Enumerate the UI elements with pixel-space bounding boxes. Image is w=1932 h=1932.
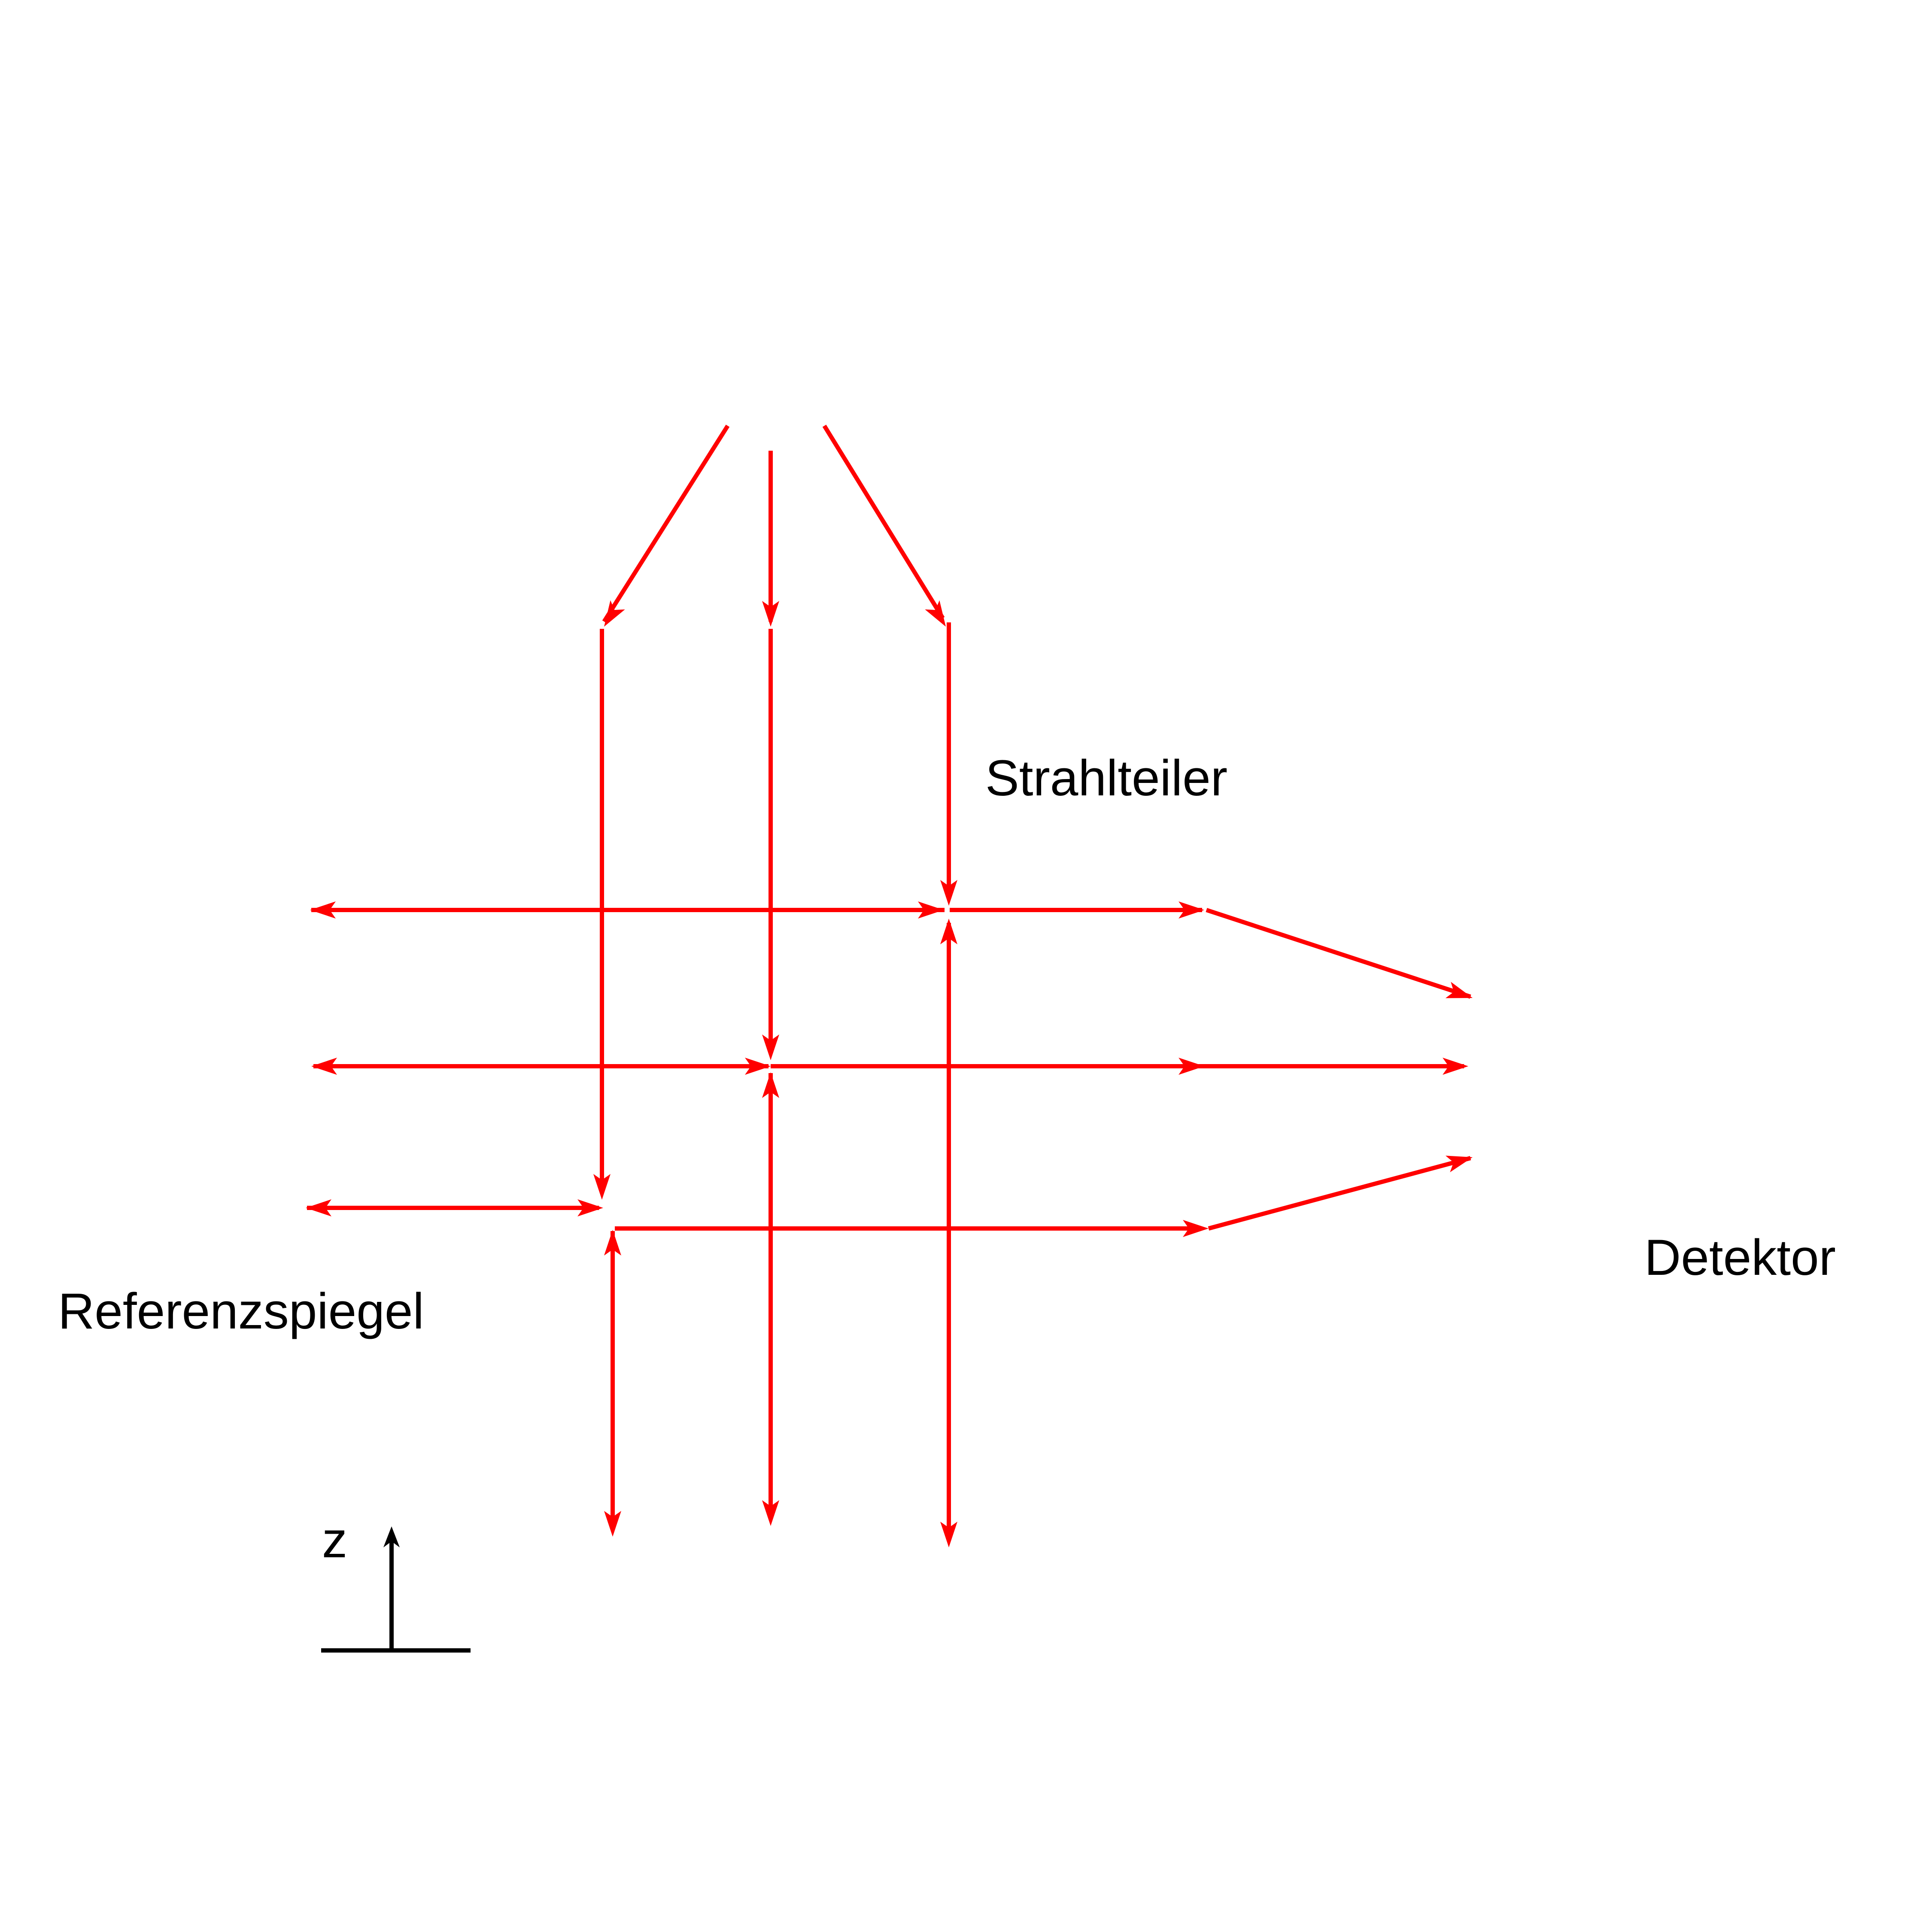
arrowhead-in-center-icon [762, 601, 779, 627]
arrowhead-bottom-left-icon [604, 1511, 621, 1537]
ray-incoming-left [602, 425, 730, 623]
arrowhead-bottom-center-icon [762, 1500, 779, 1526]
arrowhead-row1-up-icon [940, 919, 957, 944]
arrowhead-row2-left-end-icon [311, 1058, 337, 1075]
axis-label: z [322, 1512, 347, 1568]
arrowhead-return-up-icon [604, 1230, 621, 1256]
arrowhead-center-down-icon [762, 1034, 779, 1060]
ray-paths [307, 425, 1471, 1539]
arrowhead-row3-left-end-icon [306, 1199, 331, 1216]
beam-splitter-label: Strahlteiler [985, 750, 1227, 807]
arrowhead-bottom-right-icon [940, 1522, 957, 1547]
arrowhead-row1-detector-icon [1445, 982, 1473, 998]
arrowheads [306, 600, 1473, 1547]
detector-label: Detektor [1644, 1229, 1836, 1286]
arrowhead-row1-right-icon [1179, 901, 1204, 919]
arrowhead-row1-at-bs-icon [918, 901, 944, 919]
arrowhead-row3-detector-icon [1445, 1156, 1473, 1172]
reference-mirror-label: Referenzspiegel [58, 1283, 424, 1340]
arrowhead-center-up-icon [762, 1072, 779, 1098]
arrowhead-row2-detector-icon [1443, 1058, 1468, 1075]
arrowhead-in-left-icon [604, 600, 625, 627]
arrowhead-in-right-icon [925, 600, 946, 627]
arrowhead-row1-left-end-icon [310, 901, 336, 919]
arrowhead-row2-mid-icon [1179, 1058, 1204, 1075]
ray-incoming-right [822, 425, 945, 619]
arrowhead-row2-at-bs-icon [745, 1058, 771, 1075]
ray-row1-detector [1206, 908, 1471, 999]
arrowhead-row3-right-icon [1183, 1220, 1209, 1237]
arrowhead-row3-at-mirror-icon [577, 1199, 603, 1216]
arrowhead-left-down-icon [593, 1174, 611, 1200]
ray-row3-detector [1208, 1156, 1471, 1231]
axis-arrow-icon [383, 1526, 400, 1547]
axis-indicator: z [321, 1512, 471, 1653]
arrowhead-bs-down-icon [940, 880, 957, 906]
